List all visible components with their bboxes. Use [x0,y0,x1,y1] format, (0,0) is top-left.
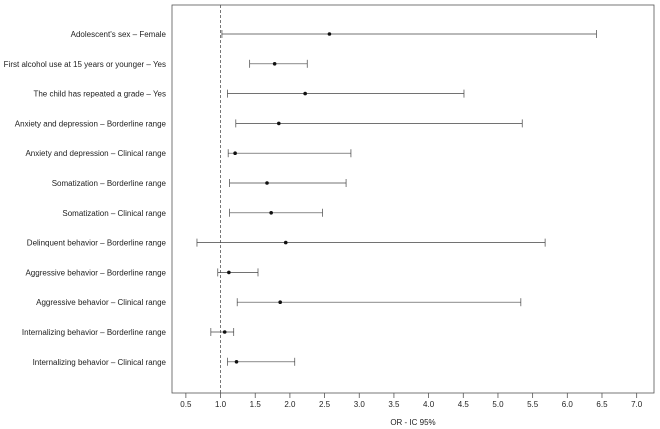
x-axis: 0.5 1.0 1.5 2.0 2.5 3.0 3.5 4.0 4.5 5.0 5.5 6.0 6.5 7… [180,393,643,409]
row-label: Adolescent's sex – Female [71,30,167,39]
row-label: Somatization – Clinical range [62,209,166,218]
row-label: Internalizing behavior – Borderline rang… [22,328,167,337]
forest-row: Internalizing behavior – Borderline rang… [22,328,235,337]
rows-layer: Adolescent's sex – Female First alcohol u… [4,30,597,367]
forest-row: The child has repeated a grade – Yes [33,89,465,99]
row-label: Anxiety and depression – Borderline rang… [15,119,167,128]
odds-ratio-point [265,181,269,185]
odds-ratio-point [222,330,227,334]
row-label: Internalizing behavior – Clinical range [33,358,167,367]
odds-ratio-point [233,151,237,155]
x-tick-label: 4.0 [423,400,435,409]
x-tick-label: 6.5 [596,400,608,409]
x-tick-label: 5.0 [492,400,504,409]
x-tick-label: 7.0 [631,400,643,409]
row-label: Aggressive behavior – Borderline range [25,268,166,277]
forest-row: Anxiety and depression – Clinical range [25,149,352,158]
odds-ratio-point [283,240,288,245]
x-tick-label: 4.5 [458,400,470,409]
forest-row: Adolescent's sex – Female [71,30,597,39]
forest-row: Anxiety and depression – Borderline rang… [15,119,523,128]
forest-row: First alcohol use at 15 years or younger… [4,59,308,69]
forest-row: Aggressive behavior – Borderline range [25,268,259,277]
x-tick-label: 2.0 [284,400,296,409]
plot-frame [171,4,655,394]
odds-ratio-point [234,360,239,364]
x-axis-label: OR - IC 95% [390,418,435,427]
x-tick-label: 2.5 [319,400,331,409]
forest-row: Delinquent behavior – Borderline range [27,238,546,248]
odds-ratio-point [227,270,231,275]
x-tick-label: 0.5 [180,400,192,409]
odds-ratio-point [327,32,332,36]
row-label: Somatization – Borderline range [52,179,167,188]
row-label: Aggressive behavior – Clinical range [36,298,166,307]
row-label: First alcohol use at 15 years or younger… [4,60,166,69]
row-label: Anxiety and depression – Clinical range [25,149,166,158]
odds-ratio-point [272,62,277,66]
forest-row: Internalizing behavior – Clinical range [33,357,296,367]
x-tick-label: 1.0 [215,400,227,409]
forest-row: Aggressive behavior – Clinical range [36,298,522,307]
row-label: Delinquent behavior – Borderline range [27,239,167,248]
x-tick-label: 3.5 [388,400,400,409]
forest-row: Somatization – Borderline range [52,179,347,188]
odds-ratio-point [278,300,282,305]
odds-ratio-point [277,121,281,126]
forest-row: Somatization – Clinical range [62,208,323,218]
row-label: The child has repeated a grade – Yes [33,90,166,99]
x-tick-label: 3.0 [354,400,366,409]
odds-ratio-point [303,91,307,96]
x-tick-label: 5.5 [527,400,539,409]
odds-ratio-point [269,211,273,215]
x-tick-label: 6.0 [562,400,574,409]
x-tick-label: 1.5 [250,400,262,409]
